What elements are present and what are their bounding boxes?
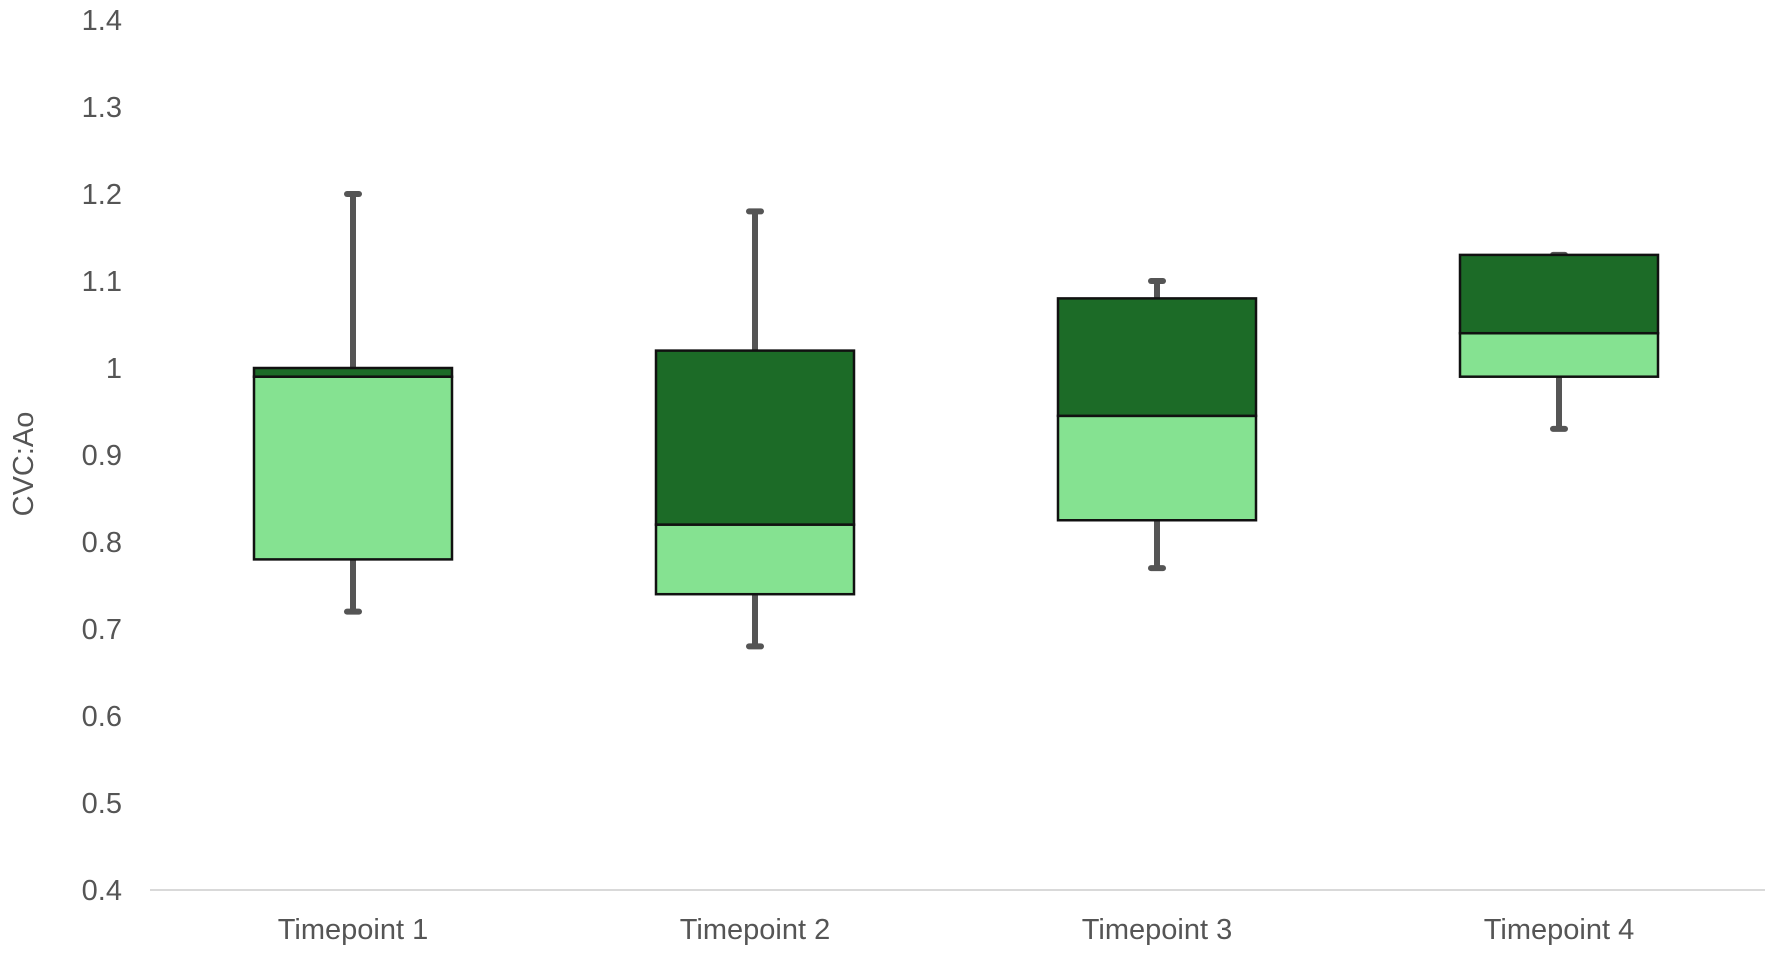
x-tick-label: Timepoint 1: [278, 914, 428, 946]
y-axis-title: CVC:Ao: [8, 412, 40, 517]
upper-box-segment: [1056, 297, 1258, 418]
y-tick-label: 1.4: [82, 5, 122, 37]
x-axis-tick-labels: Timepoint 1 Timepoint 2 Timepoint 3 Timepoi…: [278, 914, 1634, 946]
y-axis-ticks: 0.4 0.5 0.6 0.7 0.8 0.9 1 1.1 1.2 1.3 1.4: [82, 5, 122, 907]
box-plot-item: [1056, 278, 1258, 572]
y-tick-label: 0.5: [82, 788, 122, 820]
upper-box-segment: [654, 349, 856, 526]
box-plot-item: [252, 191, 454, 615]
box-plot-item: [654, 208, 856, 650]
y-tick-label: 1.3: [82, 92, 122, 124]
lower-box-segment: [252, 375, 454, 561]
box-series: [252, 191, 1660, 650]
x-tick-label: Timepoint 4: [1484, 914, 1634, 946]
upper-box-segment: [252, 366, 454, 378]
lower-box-segment: [1458, 331, 1660, 378]
y-tick-label: 0.6: [82, 701, 122, 733]
y-tick-label: 0.8: [82, 527, 122, 559]
lower-box-segment: [1056, 414, 1258, 522]
y-tick-label: 0.9: [82, 440, 122, 472]
y-tick-label: 0.4: [82, 875, 122, 907]
y-tick-label: 0.7: [82, 614, 122, 646]
y-tick-label: 1: [106, 353, 122, 385]
y-tick-label: 1.1: [82, 266, 122, 298]
x-tick-label: Timepoint 2: [680, 914, 830, 946]
upper-box-segment: [1458, 253, 1660, 335]
lower-box-segment: [654, 523, 856, 596]
x-tick-label: Timepoint 3: [1082, 914, 1232, 946]
box-plot-item: [1458, 251, 1660, 432]
y-tick-label: 1.2: [82, 179, 122, 211]
